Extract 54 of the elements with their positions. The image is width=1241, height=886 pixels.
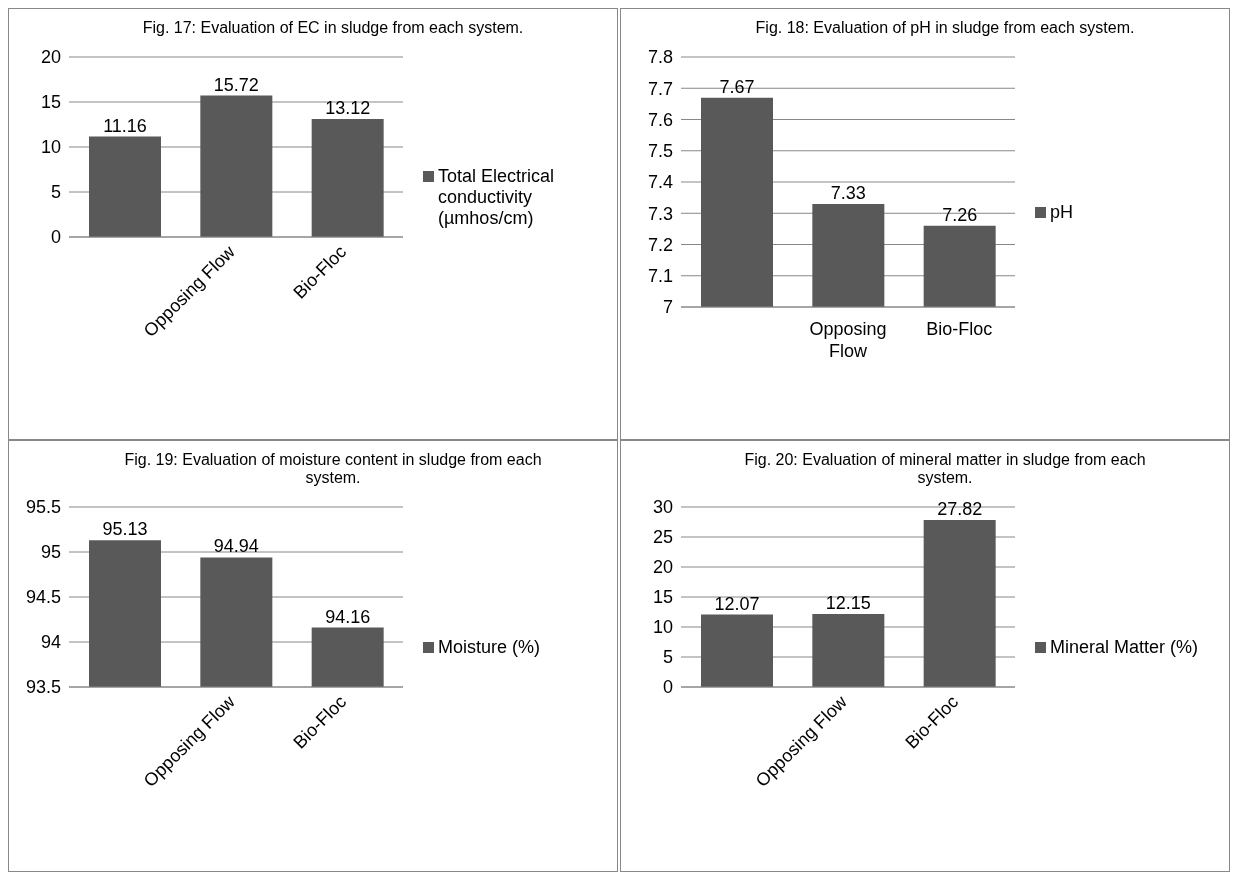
y-tick-label: 7.6 (647, 109, 673, 130)
legend-label: Moisture (%) (438, 636, 541, 658)
bar (89, 136, 161, 237)
chart-title: Fig. 19: Evaluation of moisture content in sludge from each system. (123, 451, 543, 487)
data-label: 7.33 (830, 182, 866, 203)
y-tick-label: 7.2 (647, 234, 673, 255)
legend-label: pH (1050, 201, 1074, 223)
data-label: 94.94 (213, 536, 259, 557)
y-tick-label: 94 (40, 632, 61, 653)
y-tick-label: 7.3 (647, 203, 673, 224)
x-tick-label: Opposing Flow (809, 319, 887, 361)
y-tick-label: 94.5 (25, 587, 61, 608)
legend-label: Mineral Matter (%) (1050, 636, 1199, 658)
y-tick-label: 10 (40, 137, 61, 158)
data-label: 27.82 (937, 499, 983, 520)
y-tick-label: 93.5 (25, 677, 61, 698)
y-tick-label: 95.5 (25, 497, 61, 518)
data-label: 94.16 (325, 606, 371, 627)
y-tick-label: 5 (50, 182, 61, 203)
y-tick-label: 7.8 (647, 47, 673, 68)
y-tick-label: 10 (652, 617, 673, 638)
bar (701, 614, 773, 687)
y-tick-label: 95 (40, 542, 61, 563)
y-tick-label: 7 (662, 297, 673, 318)
chart-title: Fig. 17: Evaluation of EC in sludge from each system. (141, 19, 525, 37)
data-label: 15.72 (213, 74, 259, 95)
y-tick-label: 7.7 (647, 78, 673, 99)
x-tick-label: Bio-Floc (926, 319, 993, 339)
data-label: 7.67 (719, 76, 755, 97)
chart-title: Fig. 18: Evaluation of pH in sludge from each system. (754, 19, 1136, 37)
y-tick-label: 20 (40, 47, 61, 68)
chart-title: Fig. 20: Evaluation of mineral matter in sludge from each system. (743, 451, 1147, 487)
y-tick-label: 30 (652, 497, 673, 518)
bar (923, 520, 996, 687)
y-tick-label: 7.5 (647, 141, 673, 162)
data-label: 12.07 (714, 593, 760, 614)
y-tick-label: 0 (50, 227, 61, 248)
bar (311, 118, 384, 237)
data-label: 7.26 (942, 204, 978, 225)
legend-label: Total Electrical conductivity (µmhos/cm) (438, 165, 556, 229)
data-label: 11.16 (103, 115, 147, 136)
y-tick-label: 5 (662, 647, 673, 668)
data-label: 13.12 (325, 97, 371, 118)
bar (812, 614, 885, 687)
y-tick-label: 7.1 (647, 266, 673, 287)
data-label: 12.15 (825, 593, 871, 614)
data-label: 95.13 (102, 519, 148, 540)
y-tick-label: 15 (652, 587, 673, 608)
bar (200, 95, 273, 237)
y-tick-label: 0 (662, 677, 673, 698)
y-tick-label: 15 (40, 92, 61, 113)
y-tick-label: 7.4 (647, 172, 673, 193)
y-tick-label: 25 (652, 527, 673, 548)
y-tick-label: 20 (652, 557, 673, 578)
